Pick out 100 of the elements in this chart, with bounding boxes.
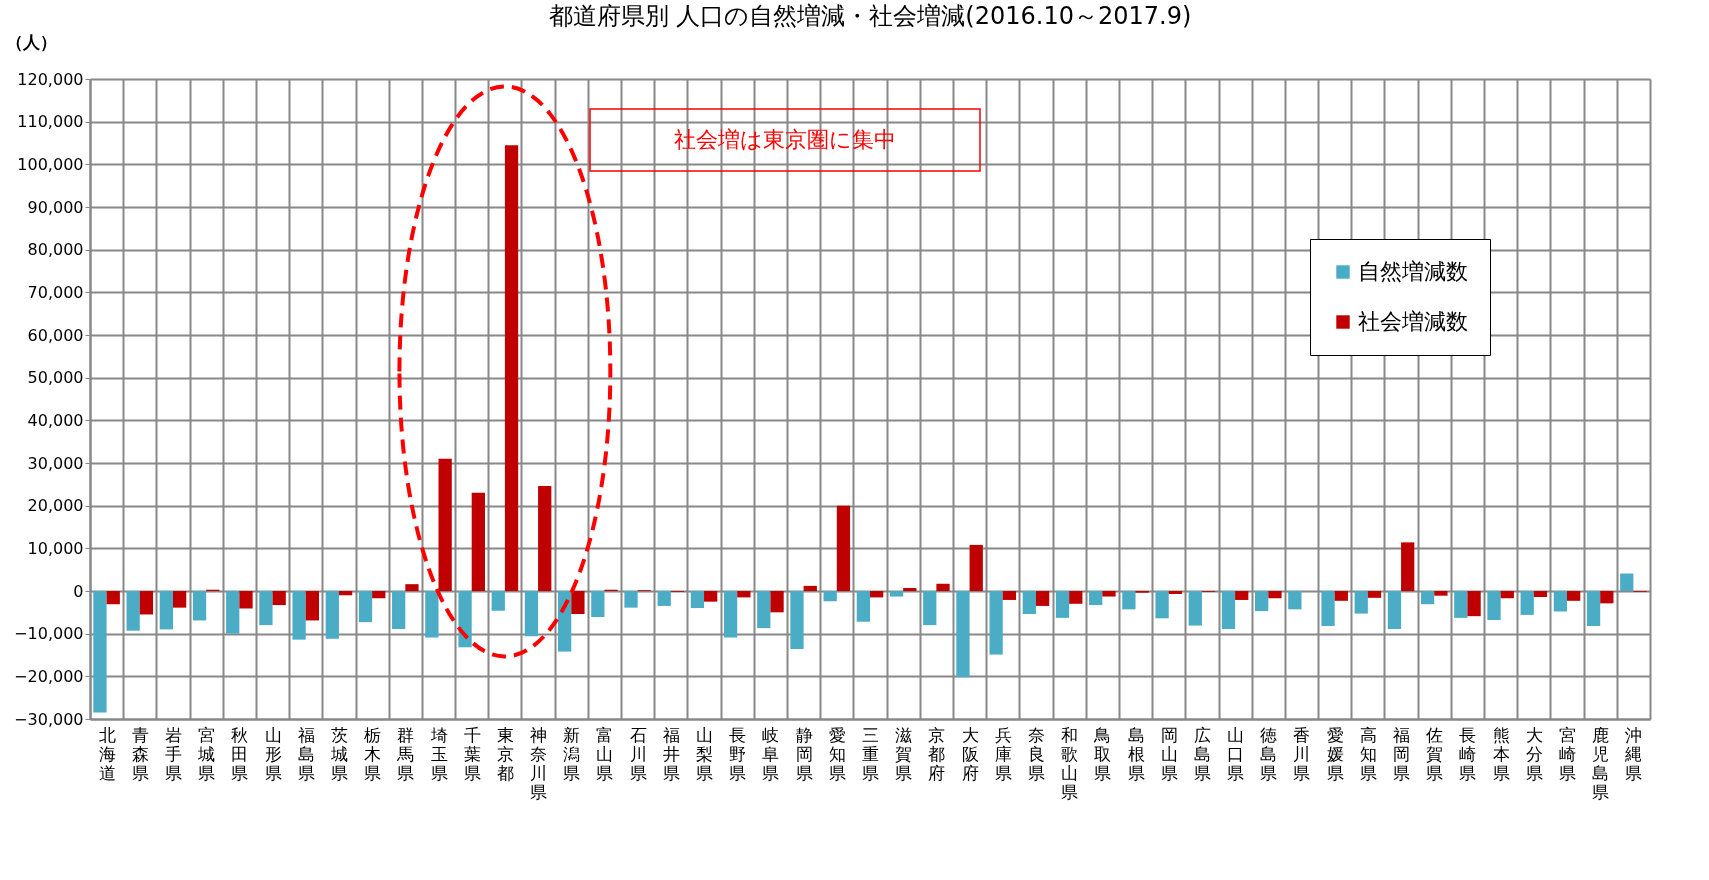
bar <box>1467 591 1481 617</box>
y-tick-label: 50,000 <box>27 368 84 388</box>
bar <box>372 591 386 599</box>
y-tick-label: 110,000 <box>17 112 84 132</box>
bar <box>1420 591 1435 605</box>
bar <box>405 584 419 591</box>
bar <box>690 591 705 609</box>
bar <box>856 591 870 622</box>
y-tick-label: 10,000 <box>27 538 84 558</box>
x-tick-label: 鹿児島県 <box>1592 724 1610 802</box>
x-tick-label: 福島県 <box>297 724 315 783</box>
bar <box>624 591 638 608</box>
bar <box>1155 591 1169 619</box>
bar <box>1334 591 1348 601</box>
bar <box>425 591 439 638</box>
y-tick-label: −20,000 <box>14 666 84 686</box>
bar <box>1600 591 1614 604</box>
bar <box>969 544 983 591</box>
x-tick-label: 神奈川県 <box>530 724 548 802</box>
bar <box>1089 591 1103 606</box>
bar <box>325 591 339 639</box>
bar <box>770 591 784 613</box>
y-tick-label: −30,000 <box>14 709 84 729</box>
bar <box>1367 591 1382 598</box>
bar <box>737 591 751 598</box>
x-tick-label: 高知県 <box>1359 724 1377 783</box>
bar <box>1520 591 1534 615</box>
bar <box>1387 591 1402 629</box>
bar <box>504 145 519 591</box>
y-tick-label: 70,000 <box>27 282 84 302</box>
bar <box>491 591 505 611</box>
y-tick-label: 90,000 <box>27 197 84 217</box>
bar <box>757 591 771 629</box>
legend-label: 社会増減数 <box>1358 309 1468 334</box>
bar <box>126 591 140 631</box>
bar <box>1002 591 1017 600</box>
x-tick-label: 山形県 <box>264 724 282 783</box>
x-tick-label: 広島県 <box>1193 724 1211 783</box>
y-tick-label: 20,000 <box>27 496 84 516</box>
bar <box>923 591 937 626</box>
x-tick-label: 徳島県 <box>1260 724 1278 783</box>
bar <box>305 591 320 621</box>
bar <box>226 591 240 634</box>
bar <box>139 591 154 615</box>
y-tick-label: 80,000 <box>27 240 84 260</box>
bar <box>936 583 950 591</box>
bar <box>1055 591 1070 618</box>
bar <box>1168 591 1182 594</box>
x-tick-label: 奈良県 <box>1027 724 1045 783</box>
bar <box>1401 542 1415 591</box>
x-tick-label: 兵庫県 <box>994 724 1012 783</box>
bar <box>1354 591 1368 614</box>
annotation: 社会増は東京圏に集中 <box>674 127 896 152</box>
bar <box>392 591 406 629</box>
bar <box>903 588 917 591</box>
x-tick-label: 和歌山県 <box>1061 724 1079 802</box>
bar <box>1221 591 1236 629</box>
bar <box>1533 591 1548 597</box>
x-tick-label: 群馬県 <box>396 724 415 783</box>
bar <box>159 591 173 630</box>
x-tick-label: 茨城県 <box>329 724 348 783</box>
bar <box>836 505 851 591</box>
bar <box>292 591 306 640</box>
bar <box>524 591 539 637</box>
bar <box>823 591 837 602</box>
x-tick-label: 岐阜県 <box>762 724 780 783</box>
bar <box>1122 591 1136 610</box>
x-tick-label: 北海道 <box>98 724 116 783</box>
x-tick-label: 青森県 <box>131 724 149 783</box>
x-tick-label: 京都府 <box>928 724 946 783</box>
bar <box>803 585 817 591</box>
bar <box>1454 591 1468 618</box>
x-tick-label: 富山県 <box>596 724 614 783</box>
x-tick-label: 熊本県 <box>1492 724 1510 783</box>
x-tick-label: 東京都 <box>496 724 514 783</box>
bar <box>458 591 472 648</box>
bar <box>790 591 804 650</box>
y-tick-label: 30,000 <box>27 453 84 473</box>
bar <box>1022 591 1036 615</box>
bar <box>1069 591 1083 604</box>
bar <box>538 486 552 591</box>
x-tick-label: 島根県 <box>1127 724 1145 783</box>
x-tick-label: 滋賀県 <box>895 724 913 783</box>
bar <box>1487 591 1501 621</box>
bar <box>704 591 718 602</box>
x-tick-label: 大阪府 <box>961 724 979 783</box>
y-tick-label: −10,000 <box>14 624 84 644</box>
x-tick-label: 大分県 <box>1525 724 1543 783</box>
bar <box>438 458 452 591</box>
bar <box>239 591 253 609</box>
x-tick-label: 栃木県 <box>364 724 382 783</box>
bar <box>1586 591 1601 626</box>
bar <box>471 492 485 591</box>
bar <box>870 591 884 598</box>
y-tick-label: 40,000 <box>27 410 84 430</box>
bar <box>1255 591 1269 612</box>
x-tick-label: 香川県 <box>1293 724 1311 783</box>
x-tick-label: 愛知県 <box>828 724 846 783</box>
bar <box>106 591 120 605</box>
bar <box>358 591 373 623</box>
